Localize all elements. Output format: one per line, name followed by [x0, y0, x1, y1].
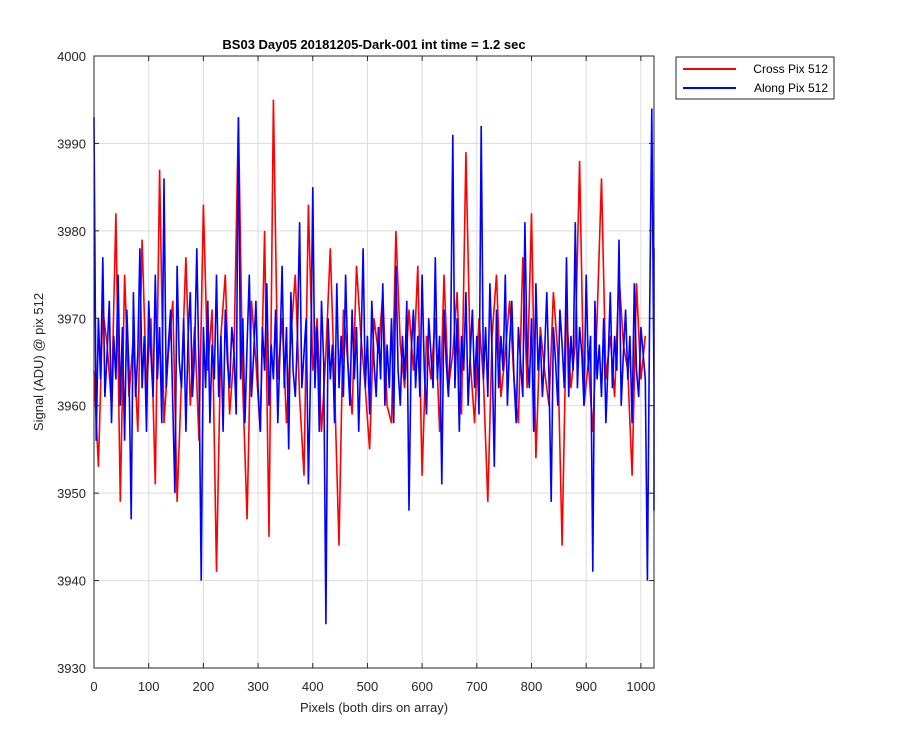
axis-ticks: 0 100 200 300 400 500 600 700 800 900 1000 3930 3940… — [57, 49, 655, 694]
y-tick-label: 3960 — [57, 399, 86, 414]
legend-label-cross: Cross Pix 512 — [753, 62, 828, 76]
x-tick-label: 200 — [193, 679, 215, 694]
y-tick-label: 3930 — [57, 661, 86, 676]
y-tick-label: 3980 — [57, 224, 86, 239]
y-tick-label: 3940 — [57, 574, 86, 589]
legend: Cross Pix 512 Along Pix 512 — [675, 56, 835, 100]
x-tick-label: 1000 — [626, 679, 655, 694]
chart-title: BS03 Day05 20181205-Dark-001 int time = … — [222, 37, 525, 52]
x-tick-label: 600 — [411, 679, 433, 694]
y-tick-label: 3950 — [57, 486, 86, 501]
x-tick-label: 100 — [138, 679, 160, 694]
series-line-cross-pix-512 — [93, 99, 647, 572]
y-tick-label: 3990 — [57, 136, 86, 151]
y-tick-label: 3970 — [57, 311, 86, 326]
x-tick-label: 700 — [466, 679, 488, 694]
series-layer — [93, 99, 655, 625]
y-axis-label: Signal (ADU) @ pix 512 — [31, 293, 46, 431]
series-line-along-pix-512 — [93, 108, 655, 625]
x-tick-label: 400 — [302, 679, 324, 694]
x-axis-label: Pixels (both dirs on array) — [300, 700, 448, 715]
x-tick-label: 500 — [357, 679, 379, 694]
x-tick-label: 0 — [90, 679, 97, 694]
legend-box — [675, 56, 835, 100]
legend-label-along: Along Pix 512 — [754, 81, 828, 95]
x-tick-label: 900 — [575, 679, 597, 694]
x-tick-label: 800 — [521, 679, 543, 694]
plot-frame — [93, 55, 655, 669]
x-tick-label: 300 — [247, 679, 269, 694]
y-tick-label: 4000 — [57, 49, 86, 64]
